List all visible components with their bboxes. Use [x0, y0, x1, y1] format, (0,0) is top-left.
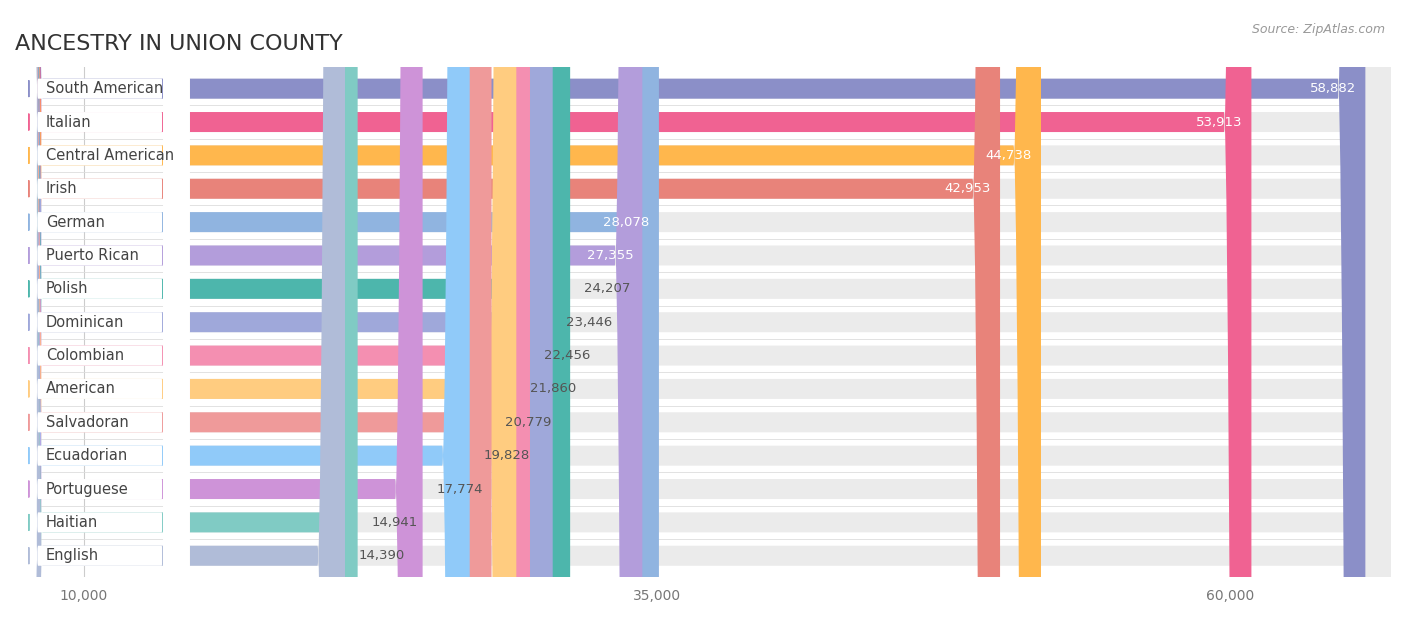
Text: Ecuadorian: Ecuadorian — [46, 448, 128, 463]
FancyBboxPatch shape — [15, 0, 571, 644]
FancyBboxPatch shape — [15, 0, 1040, 644]
FancyBboxPatch shape — [15, 0, 1000, 644]
Text: Colombian: Colombian — [46, 348, 124, 363]
Text: Source: ZipAtlas.com: Source: ZipAtlas.com — [1251, 23, 1385, 35]
FancyBboxPatch shape — [10, 0, 190, 644]
FancyBboxPatch shape — [10, 0, 190, 644]
FancyBboxPatch shape — [15, 0, 1391, 644]
FancyBboxPatch shape — [15, 0, 1391, 644]
FancyBboxPatch shape — [15, 0, 470, 644]
FancyBboxPatch shape — [10, 0, 190, 644]
FancyBboxPatch shape — [15, 0, 357, 644]
Text: Portuguese: Portuguese — [46, 482, 129, 497]
FancyBboxPatch shape — [10, 0, 190, 644]
Text: Irish: Irish — [46, 181, 77, 196]
Text: 22,456: 22,456 — [544, 349, 591, 362]
FancyBboxPatch shape — [15, 0, 1391, 644]
FancyBboxPatch shape — [10, 0, 190, 644]
FancyBboxPatch shape — [10, 0, 190, 644]
Text: American: American — [46, 381, 115, 397]
Text: Italian: Italian — [46, 115, 91, 129]
Text: 28,078: 28,078 — [603, 216, 650, 229]
FancyBboxPatch shape — [15, 0, 530, 644]
Text: 42,953: 42,953 — [945, 182, 991, 195]
FancyBboxPatch shape — [15, 0, 1391, 644]
FancyBboxPatch shape — [10, 0, 190, 644]
Text: 53,913: 53,913 — [1195, 115, 1243, 129]
FancyBboxPatch shape — [15, 0, 1391, 644]
Text: 14,390: 14,390 — [359, 549, 405, 562]
Text: English: English — [46, 548, 98, 564]
Text: Central American: Central American — [46, 148, 174, 163]
Text: Salvadoran: Salvadoran — [46, 415, 129, 430]
FancyBboxPatch shape — [15, 0, 1391, 644]
FancyBboxPatch shape — [10, 0, 190, 644]
Text: ANCESTRY IN UNION COUNTY: ANCESTRY IN UNION COUNTY — [15, 34, 343, 54]
FancyBboxPatch shape — [10, 0, 190, 644]
Text: Puerto Rican: Puerto Rican — [46, 248, 139, 263]
Text: South American: South American — [46, 81, 163, 96]
FancyBboxPatch shape — [15, 0, 1391, 644]
Text: 24,207: 24,207 — [583, 282, 630, 296]
FancyBboxPatch shape — [10, 0, 190, 644]
Text: 17,774: 17,774 — [436, 482, 482, 495]
FancyBboxPatch shape — [10, 0, 190, 644]
FancyBboxPatch shape — [15, 0, 1391, 644]
FancyBboxPatch shape — [15, 0, 1391, 644]
FancyBboxPatch shape — [15, 0, 1391, 644]
FancyBboxPatch shape — [15, 0, 1391, 644]
Text: Dominican: Dominican — [46, 315, 124, 330]
FancyBboxPatch shape — [15, 0, 516, 644]
Text: 58,882: 58,882 — [1310, 82, 1357, 95]
FancyBboxPatch shape — [15, 0, 1391, 644]
FancyBboxPatch shape — [15, 0, 1391, 644]
Text: 21,860: 21,860 — [530, 383, 576, 395]
FancyBboxPatch shape — [10, 0, 190, 644]
Text: 23,446: 23,446 — [567, 316, 613, 328]
FancyBboxPatch shape — [15, 0, 492, 644]
Text: German: German — [46, 214, 105, 230]
Text: 19,828: 19,828 — [484, 449, 530, 462]
FancyBboxPatch shape — [15, 0, 1365, 644]
Text: 27,355: 27,355 — [586, 249, 633, 262]
Text: 20,779: 20,779 — [505, 416, 551, 429]
Text: Polish: Polish — [46, 281, 89, 296]
FancyBboxPatch shape — [15, 0, 1251, 644]
FancyBboxPatch shape — [15, 0, 1391, 644]
Text: 44,738: 44,738 — [986, 149, 1032, 162]
FancyBboxPatch shape — [10, 0, 190, 644]
FancyBboxPatch shape — [15, 0, 344, 644]
FancyBboxPatch shape — [15, 0, 1391, 644]
FancyBboxPatch shape — [15, 0, 553, 644]
FancyBboxPatch shape — [15, 0, 423, 644]
FancyBboxPatch shape — [10, 0, 190, 644]
Text: Haitian: Haitian — [46, 515, 98, 530]
FancyBboxPatch shape — [10, 0, 190, 644]
Text: 14,941: 14,941 — [371, 516, 418, 529]
FancyBboxPatch shape — [15, 0, 643, 644]
FancyBboxPatch shape — [15, 0, 659, 644]
